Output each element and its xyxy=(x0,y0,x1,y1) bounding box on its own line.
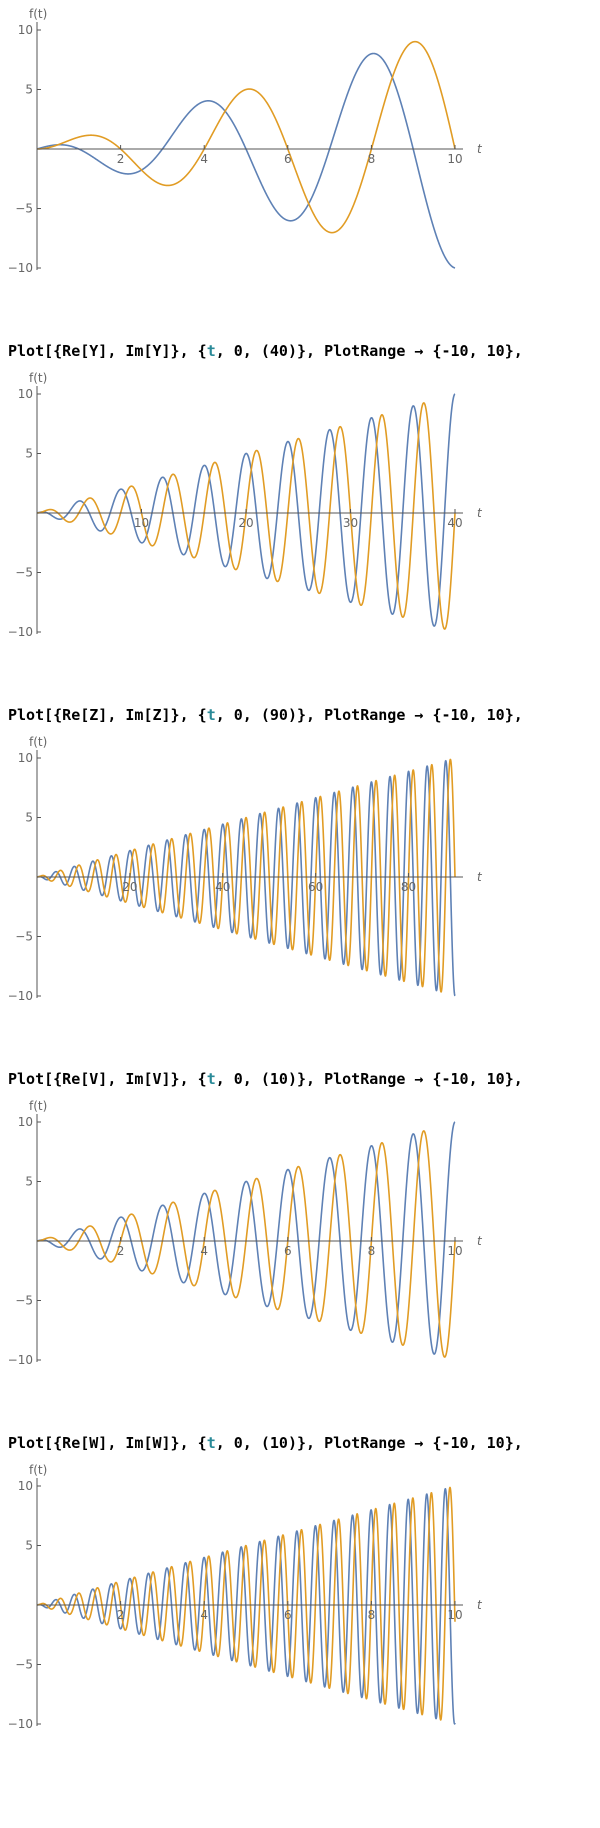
y-tick-label: 5 xyxy=(25,447,33,461)
y-tick-label: −5 xyxy=(15,1294,33,1308)
y-tick-label: −10 xyxy=(8,989,33,1003)
y-tick-label: −10 xyxy=(8,1717,33,1731)
plot-command-1: Plot[{Re[Y], Im[Y]}, {t, 0, (40)}, PlotR… xyxy=(8,342,523,360)
plot-command-3: Plot[{Re[V], Im[V]}, {t, 0, (10)}, PlotR… xyxy=(8,1070,523,1088)
x-tick-label: 8 xyxy=(368,1244,376,1258)
y-tick-label: 10 xyxy=(18,1479,33,1493)
x-tick-label: 20 xyxy=(122,880,137,894)
x-axis-label: t xyxy=(477,1234,483,1248)
series-re-curve xyxy=(36,393,456,627)
plot-5: 2 4 6 8 10 −10 −5 5 10 t f(t) xyxy=(8,1463,483,1731)
y-tick-label: 5 xyxy=(25,811,33,825)
x-tick-label: 30 xyxy=(343,516,358,530)
x-tick-label: 8 xyxy=(368,152,376,166)
x-tick-label: 6 xyxy=(284,1244,292,1258)
x-tick-label: 80 xyxy=(401,880,416,894)
series-re-curve xyxy=(36,1121,456,1355)
x-tick-label: 20 xyxy=(238,516,253,530)
y-axis-label: f(t) xyxy=(29,371,47,385)
y-axis-label: f(t) xyxy=(29,1099,47,1113)
plot-4: 2 4 6 8 10 −10 −5 5 10 t f(t) xyxy=(8,1099,483,1367)
y-tick-label: 5 xyxy=(25,1539,33,1553)
x-tick-label: 2 xyxy=(117,1608,125,1622)
y-tick-label: −10 xyxy=(8,1353,33,1367)
x-tick-label: 6 xyxy=(284,1608,292,1622)
x-tick-label: 6 xyxy=(284,152,292,166)
y-tick-label: 10 xyxy=(18,1115,33,1129)
series-im-curve xyxy=(36,758,456,993)
plot-command-4: Plot[{Re[W], Im[W]}, {t, 0, (10)}, PlotR… xyxy=(8,1434,523,1452)
y-tick-label: −5 xyxy=(15,1658,33,1672)
plot-3: 20 40 60 80 −10 −5 5 10 t f(t) xyxy=(8,735,483,1003)
x-tick-label: 2 xyxy=(117,152,125,166)
x-tick-label: 4 xyxy=(200,152,208,166)
series-im-curve xyxy=(36,1130,456,1358)
x-tick-label: 10 xyxy=(134,516,149,530)
plot-2: 10 20 30 40 −10 −5 5 10 t f(t) xyxy=(8,371,483,639)
y-tick-label: 10 xyxy=(18,751,33,765)
x-tick-label: 4 xyxy=(200,1244,208,1258)
series-im-curve xyxy=(36,1486,456,1721)
series-im-curve xyxy=(36,40,456,234)
plot-1: 2 4 6 8 10 −10 −5 5 10 t f(t) xyxy=(8,7,483,275)
x-tick-label: 10 xyxy=(447,152,462,166)
x-tick-label: 8 xyxy=(368,1608,376,1622)
x-axis-label: t xyxy=(477,142,483,156)
x-tick-label: 40 xyxy=(447,516,462,530)
x-tick-label: 10 xyxy=(447,1244,462,1258)
y-tick-label: −10 xyxy=(8,625,33,639)
y-axis-label: f(t) xyxy=(29,1463,47,1477)
x-tick-label: 10 xyxy=(447,1608,462,1622)
x-axis-label: t xyxy=(477,506,483,520)
plot-command-2: Plot[{Re[Z], Im[Z]}, {t, 0, (90)}, PlotR… xyxy=(8,706,523,724)
x-axis-label: t xyxy=(477,1598,483,1612)
x-tick-label: 60 xyxy=(308,880,323,894)
y-tick-label: 10 xyxy=(18,387,33,401)
y-tick-label: −5 xyxy=(15,566,33,580)
series-re-curve xyxy=(36,52,456,269)
y-axis-label: f(t) xyxy=(29,7,47,21)
y-axis-label: f(t) xyxy=(29,735,47,749)
x-tick-label: 4 xyxy=(200,1608,208,1622)
y-tick-label: −10 xyxy=(8,261,33,275)
x-tick-label: 40 xyxy=(215,880,230,894)
y-tick-label: −5 xyxy=(15,930,33,944)
x-tick-label: 2 xyxy=(117,1244,125,1258)
y-tick-label: −5 xyxy=(15,202,33,216)
y-tick-label: 5 xyxy=(25,83,33,97)
y-tick-label: 5 xyxy=(25,1175,33,1189)
y-tick-label: 10 xyxy=(18,23,33,37)
x-axis-label: t xyxy=(477,870,483,884)
